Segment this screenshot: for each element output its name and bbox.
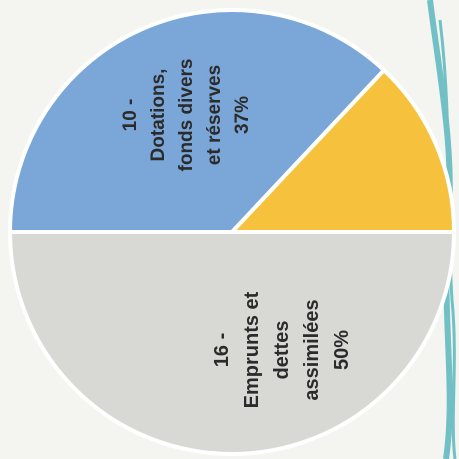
pie-slices: [7, 8, 457, 456]
pie-slice-0: [7, 8, 387, 234]
slice-label-line: fonds divers: [176, 59, 197, 172]
slice-code: 16 -: [211, 333, 233, 367]
pie-slice-1: [227, 67, 457, 234]
slice-label-line: Dotations,: [148, 69, 169, 162]
slice-code: 10 -: [120, 99, 141, 132]
pie-slice-2: [7, 230, 457, 456]
slice-label-emprunts: 16 - Emprunts et dettes assimilées 50%: [211, 291, 353, 408]
slice-label-line: Emprunts et: [241, 291, 263, 408]
slice-label-line: dettes: [271, 321, 293, 380]
slice-label-dotations: 10 - Dotations, fonds divers et réserves…: [120, 59, 253, 172]
slice-label-line: et réserves: [204, 65, 225, 165]
slice-label-line: assimilées: [301, 299, 323, 400]
slice-percent: 37%: [232, 96, 253, 134]
slice-percent: 50%: [331, 330, 353, 370]
